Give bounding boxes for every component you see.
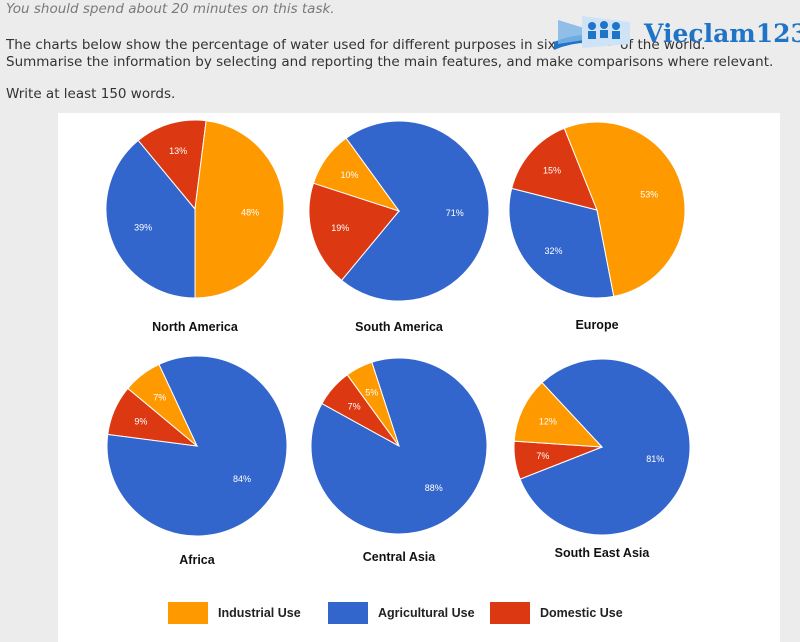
south-america-domestic-slice <box>308 182 400 282</box>
north-america-industrial-label: 48% <box>241 208 259 218</box>
task-instruction: You should spend about 20 minutes on thi… <box>6 1 335 17</box>
central-asia-pie-title: Central Asia <box>363 550 437 564</box>
south-america-pie-title: South America <box>355 320 444 334</box>
south-america-industrial-slice <box>312 137 401 212</box>
europe-domestic-slice <box>511 127 598 211</box>
north-america-industrial-slice <box>194 120 285 299</box>
word-count-requirement: Write at least 150 words. <box>6 86 176 102</box>
south-east-asia-industrial-slice <box>513 381 604 448</box>
south-america-agricultural-label: 71% <box>446 208 464 218</box>
north-america-pie-title: North America <box>152 320 239 334</box>
central-asia-agricultural-label: 88% <box>425 483 443 493</box>
africa-industrial-label: 7% <box>153 393 166 403</box>
africa-agricultural-label: 84% <box>233 474 251 484</box>
south-east-asia-pie-title: South East Asia <box>555 546 651 560</box>
europe-agricultural-label: 32% <box>544 246 562 256</box>
south-america-industrial-label: 10% <box>340 170 358 180</box>
europe-pie-title: Europe <box>575 318 618 332</box>
africa-domestic-label: 9% <box>134 417 147 427</box>
chart-panel: 39% 13% 48% North America 71% 19% 10% South Ame… <box>58 113 780 642</box>
north-america-agricultural-label: 39% <box>134 223 152 233</box>
south-east-asia-agricultural-slice <box>519 358 691 536</box>
central-asia-industrial-slice <box>346 361 400 447</box>
south-east-asia-industrial-label: 12% <box>539 416 557 426</box>
logo-text: Vieclam123 <box>643 19 800 48</box>
south-america-agricultural-slice <box>340 120 490 302</box>
legend-domestic-swatch <box>490 602 530 624</box>
europe-industrial-label: 53% <box>640 190 658 200</box>
legend-agricultural-label: Agricultural Use <box>378 606 475 620</box>
book-people-icon <box>554 16 630 50</box>
africa-pie-title: Africa <box>179 553 215 567</box>
south-east-asia-domestic-label: 7% <box>536 451 549 461</box>
europe-domestic-label: 15% <box>543 166 561 176</box>
north-america-domestic-slice <box>137 119 207 211</box>
north-america-agricultural-slice <box>105 139 196 299</box>
north-america-domestic-label: 13% <box>169 146 187 156</box>
task-prompt-text: The charts below show the percentage of … <box>6 37 556 53</box>
legend-agricultural-swatch <box>328 602 368 624</box>
legend-industrial-swatch <box>168 602 208 624</box>
legend-domestic-label: Domestic Use <box>540 606 623 620</box>
central-asia-industrial-label: 5% <box>365 388 378 398</box>
pie-charts: 39% 13% 48% North America 71% 19% 10% South Ame… <box>105 119 691 624</box>
legend-industrial-label: Industrial Use <box>218 606 301 620</box>
europe-agricultural-slice <box>508 187 615 299</box>
south-east-asia-agricultural-label: 81% <box>646 454 664 464</box>
central-asia-domestic-label: 7% <box>348 401 361 411</box>
task-prompt-tail: of the world. <box>620 37 706 53</box>
europe-industrial-slice <box>563 121 686 297</box>
vieclam123-logo: Vieclam123 <box>554 16 800 50</box>
task-prompt-line-2: Summarise the information by selecting a… <box>6 54 774 70</box>
task-prompt-line-1: The charts below show the percentage of … <box>6 36 705 55</box>
south-america-domestic-label: 19% <box>331 223 349 233</box>
africa-industrial-slice <box>127 363 198 447</box>
